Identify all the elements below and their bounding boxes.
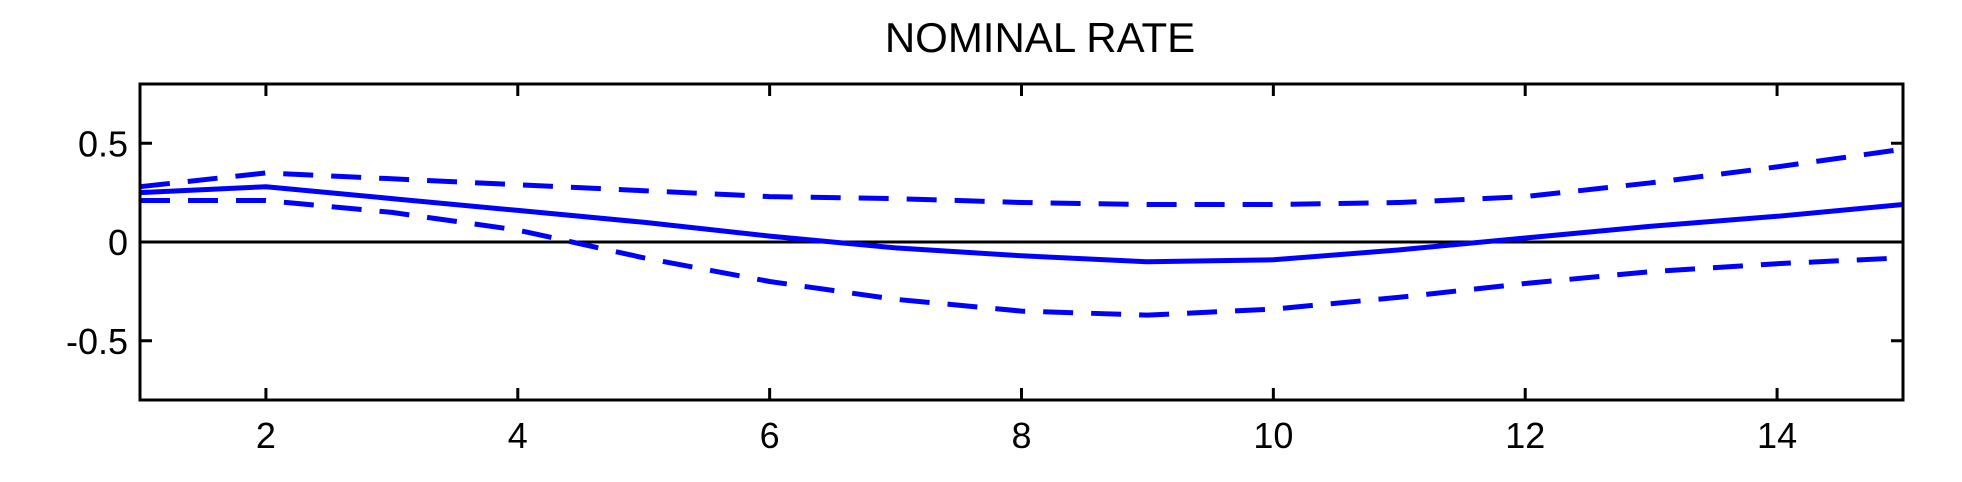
- series-line-2: [139, 146, 1904, 207]
- x-tick-label: 12: [1505, 415, 1545, 456]
- y-tick-label: 0.5: [78, 123, 128, 164]
- y-tick-label: -0.5: [66, 321, 128, 362]
- x-tick-label: 2: [256, 415, 276, 456]
- x-tick-label: 10: [1253, 415, 1293, 456]
- x-tick-label: 4: [508, 415, 528, 456]
- x-tick-label: 6: [760, 415, 780, 456]
- x-tick-label: 14: [1757, 415, 1797, 456]
- series-line-1: [139, 184, 1904, 265]
- series-line-3: [140, 198, 1904, 318]
- y-tick-label: 0: [108, 222, 128, 263]
- plot-area: 2 4 6 8 10 12 14 0.5 0 -0.5: [66, 82, 1905, 456]
- x-tick-label: 8: [1011, 415, 1031, 456]
- chart-title: NOMINAL RATE: [885, 14, 1195, 61]
